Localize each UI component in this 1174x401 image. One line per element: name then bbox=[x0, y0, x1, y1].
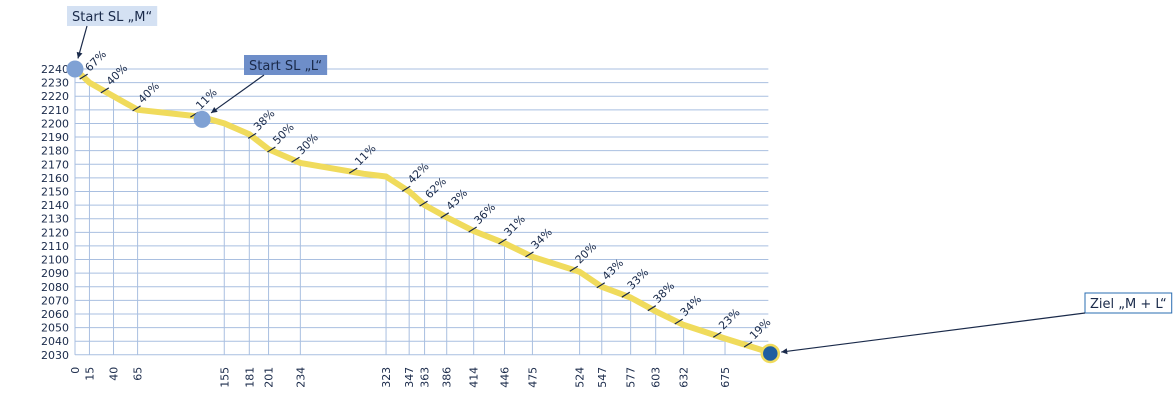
callout-label: Ziel „M + L“ bbox=[1090, 297, 1167, 312]
x-tick-label: 181 bbox=[243, 367, 256, 388]
y-tick-label: 2200 bbox=[41, 117, 69, 130]
x-tick-label: 475 bbox=[526, 367, 539, 388]
svg-text:23%: 23% bbox=[716, 306, 742, 332]
slope-label: 23% bbox=[712, 306, 743, 338]
x-tick-label: 155 bbox=[218, 367, 231, 388]
svg-text:67%: 67% bbox=[83, 48, 109, 74]
slope-label: 19% bbox=[743, 316, 774, 348]
y-tick-label: 2050 bbox=[41, 322, 69, 335]
x-tick-label: 65 bbox=[132, 367, 145, 381]
x-tick-label: 524 bbox=[574, 367, 587, 388]
y-tick-label: 2130 bbox=[41, 213, 69, 226]
slope-label: 34% bbox=[525, 226, 555, 258]
x-tick-label: 363 bbox=[419, 367, 432, 388]
x-tick-label: 414 bbox=[468, 367, 481, 388]
svg-text:62%: 62% bbox=[422, 175, 448, 201]
svg-text:19%: 19% bbox=[747, 316, 773, 342]
svg-text:31%: 31% bbox=[501, 212, 527, 238]
y-tick-label: 2100 bbox=[41, 254, 69, 267]
x-tick-label: 15 bbox=[83, 367, 96, 381]
svg-text:34%: 34% bbox=[678, 293, 704, 319]
slope-label: 31% bbox=[498, 212, 528, 245]
y-tick-label: 2210 bbox=[41, 104, 69, 117]
x-tick-label: 675 bbox=[719, 367, 732, 388]
svg-text:11%: 11% bbox=[193, 86, 219, 112]
callout-label: Start SL „L“ bbox=[249, 59, 322, 74]
y-tick-label: 2190 bbox=[41, 131, 69, 144]
x-tick-label: 446 bbox=[498, 367, 511, 388]
x-tick-label: 323 bbox=[380, 367, 393, 388]
svg-text:36%: 36% bbox=[472, 201, 498, 227]
x-tick-label: 577 bbox=[625, 367, 638, 388]
svg-text:33%: 33% bbox=[625, 266, 651, 292]
marker-2: Ziel „M + L“ bbox=[760, 292, 1173, 364]
x-tick-label: 347 bbox=[403, 367, 416, 388]
svg-text:43%: 43% bbox=[600, 256, 626, 282]
x-tick-label: 234 bbox=[294, 367, 307, 388]
grid bbox=[74, 68, 769, 356]
y-tick-label: 2120 bbox=[41, 226, 69, 239]
svg-text:38%: 38% bbox=[251, 107, 277, 133]
elevation-line bbox=[72, 66, 772, 356]
slope-label: 11% bbox=[348, 142, 379, 174]
slope-label: 33% bbox=[621, 266, 651, 298]
marker-dot bbox=[66, 60, 84, 78]
svg-text:38%: 38% bbox=[651, 279, 677, 305]
y-tick-label: 2030 bbox=[41, 349, 69, 362]
y-tick-label: 2070 bbox=[41, 294, 69, 307]
y-tick-label: 2040 bbox=[41, 335, 69, 348]
y-tick-label: 2240 bbox=[41, 63, 69, 76]
y-tick-label: 2220 bbox=[41, 90, 69, 103]
x-tick-label: 0 bbox=[69, 367, 82, 374]
y-tick-label: 2090 bbox=[41, 267, 69, 280]
marker-0: Start SL „M“ bbox=[66, 6, 158, 78]
x-tick-label: 547 bbox=[596, 367, 609, 388]
x-tick-label: 603 bbox=[650, 367, 663, 388]
x-tick-label: 40 bbox=[108, 367, 121, 381]
svg-text:30%: 30% bbox=[294, 131, 320, 157]
y-tick-label: 2170 bbox=[41, 158, 69, 171]
callout-box bbox=[67, 6, 158, 26]
svg-text:50%: 50% bbox=[270, 121, 296, 147]
y-tick-label: 2110 bbox=[41, 240, 69, 253]
slope-label: 50% bbox=[267, 121, 297, 153]
svg-text:43%: 43% bbox=[444, 186, 470, 212]
y-tick-label: 2150 bbox=[41, 185, 69, 198]
slope-label: 30% bbox=[291, 131, 321, 163]
callout-box bbox=[244, 55, 328, 75]
callout-label: Start SL „M“ bbox=[72, 10, 152, 25]
svg-text:40%: 40% bbox=[136, 79, 162, 105]
y-tick-label: 2060 bbox=[41, 308, 69, 321]
y-tick-label: 2080 bbox=[41, 281, 69, 294]
x-tick-label: 386 bbox=[441, 367, 454, 388]
x-tick-label: 201 bbox=[263, 367, 276, 388]
markers: Start SL „M“ Start SL „L“ Ziel „M + L“ bbox=[66, 6, 1173, 364]
svg-text:40%: 40% bbox=[104, 62, 130, 88]
slope-label: 34% bbox=[674, 293, 704, 325]
slope-labels: 67%40%40% 11%38%50%30% 11%42%62%43%36% 31% 3… bbox=[79, 48, 774, 348]
svg-text:34%: 34% bbox=[528, 226, 554, 252]
slope-label: 20% bbox=[569, 240, 599, 272]
svg-text:20%: 20% bbox=[573, 240, 599, 266]
profile-line bbox=[72, 66, 772, 356]
marker-dot bbox=[193, 110, 211, 128]
marker-dot bbox=[760, 343, 781, 364]
marker-1: Start SL „L“ bbox=[193, 55, 328, 128]
x-tick-label: 632 bbox=[678, 367, 691, 388]
y-tick-label: 2230 bbox=[41, 77, 69, 90]
y-tick-label: 2160 bbox=[41, 172, 69, 185]
axes: 2240223022202210220021902180217021602150… bbox=[41, 63, 732, 388]
y-tick-label: 2180 bbox=[41, 145, 69, 158]
callout-box bbox=[1084, 292, 1173, 314]
y-tick-label: 2140 bbox=[41, 199, 69, 212]
